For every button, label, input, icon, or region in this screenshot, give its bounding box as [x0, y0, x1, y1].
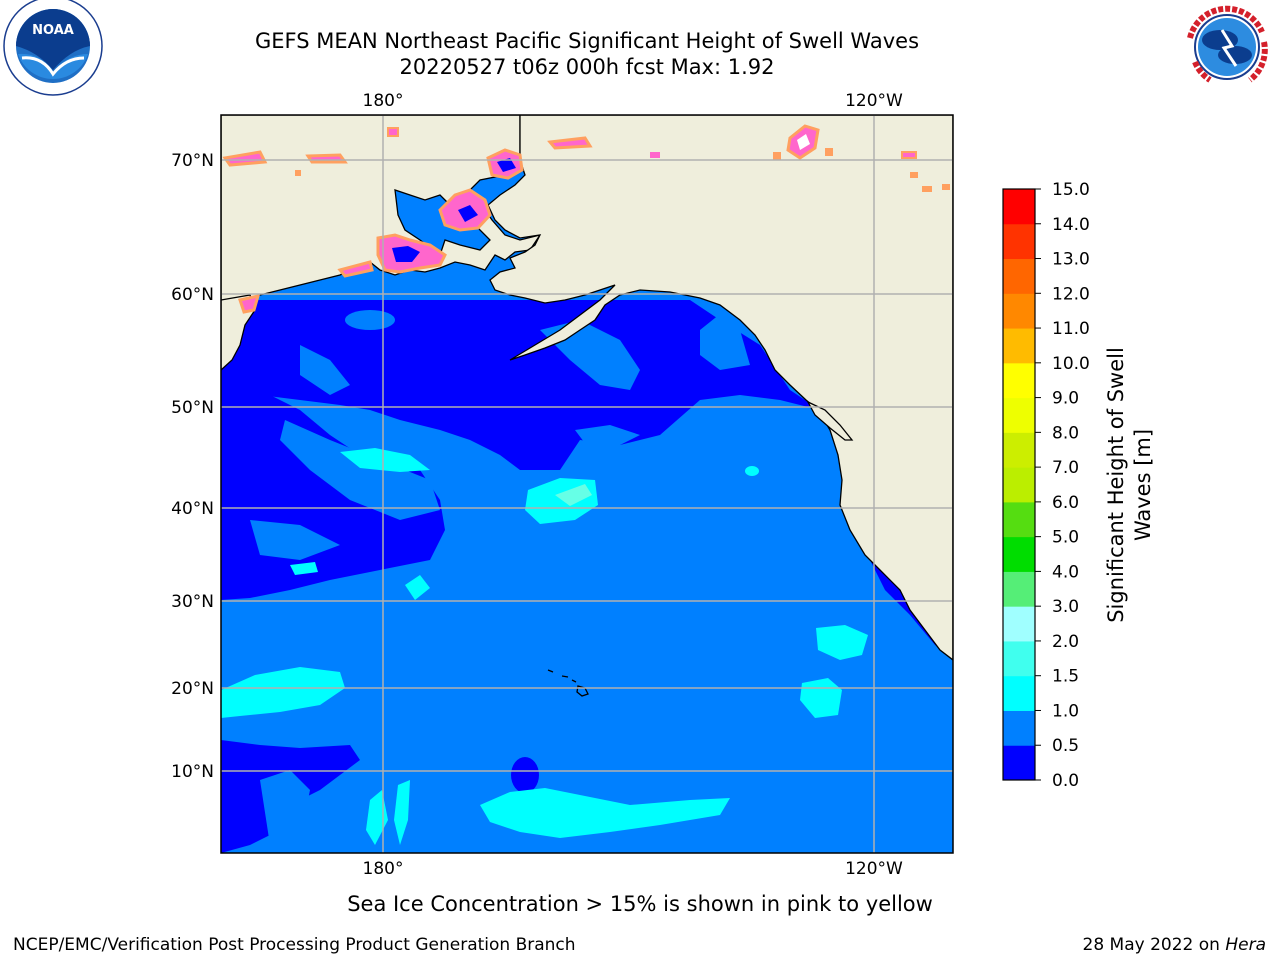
swell-high-patch — [816, 625, 868, 660]
colorbar-bin — [1003, 432, 1035, 468]
footer-left: NCEP/EMC/Verification Post Processing Pr… — [13, 935, 576, 955]
colorbar-bin — [1003, 223, 1035, 260]
colorbar-bin — [1003, 293, 1035, 329]
lat-label-20n: 20°N — [171, 679, 214, 699]
colorbar-tick-label: 5.0 — [1052, 528, 1079, 548]
map-panel — [221, 115, 953, 853]
land-vancouver-island — [806, 400, 854, 441]
swell-high-patch — [745, 466, 759, 476]
lat-label-70n: 70°N — [171, 151, 214, 171]
lat-label-30n: 30°N — [171, 592, 214, 612]
colorbar-bin — [1003, 501, 1035, 538]
colorbar-bin — [1003, 536, 1035, 572]
colorbar-tick-label: 4.0 — [1052, 562, 1079, 582]
footer-date: 28 May 2022 on — [1083, 935, 1226, 955]
swell-mid-patch — [280, 420, 440, 520]
lon-label-bottom-120w: 120°W — [845, 859, 903, 879]
footer-right: 28 May 2022 on Hera — [1083, 935, 1267, 955]
colorbar-ticks: 15.0 14.0 13.0 12.0 11.0 10.0 9.0 8.0 7.0 6.0 5.0 4… — [1035, 180, 1090, 791]
colorbar-bin — [1003, 675, 1035, 711]
plot-title: GEFS MEAN Northeast Pacific Significant … — [255, 29, 919, 53]
colorbar-tick-label: 2.0 — [1052, 632, 1079, 652]
swell-mid-patch — [300, 345, 350, 395]
footer-host: Hera — [1225, 935, 1266, 955]
colorbar-tick-label: 14.0 — [1052, 215, 1090, 235]
colorbar-bin — [1003, 571, 1035, 607]
swell-high-patch — [290, 562, 318, 575]
noaa-logo-text: NOAA — [32, 23, 74, 38]
swell-peak-patch — [555, 484, 592, 506]
colorbar-tick-label: 9.0 — [1052, 389, 1079, 409]
plot-subtitle: 20220527 t06z 000h fcst Max: 1.92 — [400, 55, 775, 79]
colorbar-tick-label: 12.0 — [1052, 284, 1090, 304]
swell-low-north-region — [221, 300, 820, 470]
swell-high-patch — [340, 448, 430, 472]
swell-mid-patch — [345, 310, 395, 330]
colorbar-tick-label: 1.0 — [1052, 701, 1079, 721]
swell-high-patch — [221, 667, 345, 718]
colorbar-frame — [1002, 188, 1036, 781]
colorbar-tick-label: 6.0 — [1052, 493, 1079, 513]
swell-mid-patch — [700, 310, 750, 370]
colorbar-tick-label: 13.0 — [1052, 250, 1090, 270]
nws-logo — [1179, 0, 1275, 95]
colorbar-bin — [1003, 258, 1035, 294]
lon-label-top-180: 180° — [363, 91, 404, 111]
colorbar-tick-label: 0.5 — [1052, 736, 1079, 756]
land-north-america — [487, 115, 953, 661]
colorbar-tick-label: 7.0 — [1052, 458, 1079, 478]
colorbar-bin — [1003, 467, 1035, 503]
swell-mid-patch — [260, 770, 310, 845]
map-frame — [220, 114, 954, 854]
colorbar-bin — [1003, 397, 1035, 433]
colorbar-tick-label: 15.0 — [1052, 180, 1090, 200]
colorbar-label-line2: Waves [m] — [1131, 429, 1155, 541]
colorbar-tick-label: 0.0 — [1052, 771, 1079, 791]
lat-label-60n: 60°N — [171, 285, 214, 305]
lat-label-50n: 50°N — [171, 398, 214, 418]
colorbar-label-line1: Significant Height of Swell — [1104, 347, 1128, 623]
colorbar-tick-label: 3.0 — [1052, 597, 1079, 617]
lat-label-40n: 40°N — [171, 499, 214, 519]
colorbar-bin — [1003, 606, 1035, 642]
swell-mid-patch — [575, 425, 640, 450]
colorbar-tick-label: 11.0 — [1052, 319, 1090, 339]
colorbar-bin — [1003, 710, 1035, 746]
lat-label-10n: 10°N — [171, 762, 214, 782]
colorbar-bin — [1003, 640, 1035, 677]
swell-high-patch — [480, 788, 730, 838]
colorbar-tick-label: 1.5 — [1052, 667, 1079, 687]
noaa-logo: NOAA — [3, 0, 103, 96]
colorbar-bin — [1003, 328, 1035, 364]
colorbar-tick-label: 10.0 — [1052, 354, 1090, 374]
swell-low-patch — [511, 757, 539, 793]
sea-ice-note: Sea Ice Concentration > 15% is shown in … — [347, 892, 933, 916]
swell-mid-patch — [250, 520, 340, 560]
swell-high-patch — [394, 780, 410, 845]
colorbar-bin — [1003, 745, 1035, 781]
swell-high-patch — [405, 575, 430, 600]
graticule — [221, 115, 953, 853]
colorbar-bin — [1003, 362, 1035, 399]
lon-label-top-120w: 120°W — [845, 91, 903, 111]
colorbar-tick-label: 8.0 — [1052, 423, 1079, 443]
colorbar — [1003, 189, 1035, 781]
sea-ice-layer — [222, 124, 950, 314]
lon-label-bottom-180: 180° — [363, 859, 404, 879]
colorbar-bin — [1003, 189, 1035, 225]
